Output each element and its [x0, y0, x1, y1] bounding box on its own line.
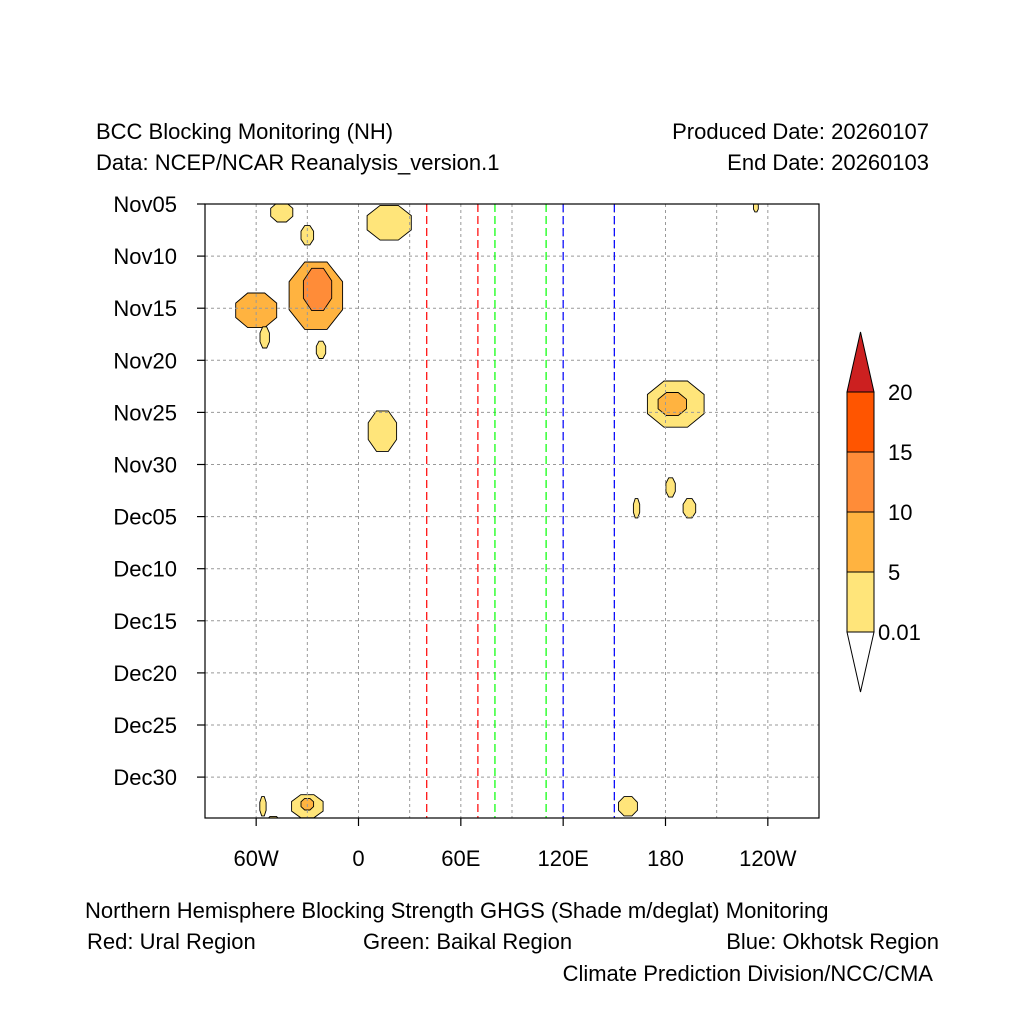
x-tick-label: 60W [234, 846, 279, 871]
x-tick-label: 120W [739, 846, 797, 871]
colorbar-label: 15 [888, 440, 912, 465]
blocking-event-12 [665, 477, 676, 498]
y-tick-label: Dec20 [113, 661, 177, 686]
blocking-event-8 [315, 340, 327, 359]
colorbar-label: 0.01 [878, 620, 921, 645]
y-tick-label: Nov05 [113, 192, 177, 217]
x-tick-label: 0 [352, 846, 364, 871]
y-tick-label: Nov20 [113, 348, 177, 373]
blocking-event-3 [366, 204, 412, 241]
blocking-event-14 [682, 498, 697, 519]
blocking-event-5 [302, 267, 333, 312]
blocking-event-1 [270, 204, 294, 223]
legend-red-region: Red: Ural Region [87, 929, 256, 954]
chart-title: BCC Blocking Monitoring (NH) [96, 119, 394, 144]
y-tick-label: Dec05 [113, 505, 177, 530]
colorbar-label: 20 [888, 380, 912, 405]
y-tick-label: Nov15 [113, 296, 177, 321]
blocking-event-19 [267, 815, 279, 818]
blocking-event-6 [235, 292, 278, 329]
colorbar-label: 10 [888, 500, 912, 525]
y-tick-label: Dec15 [113, 609, 177, 634]
footer-caption: Northern Hemisphere Blocking Strength GH… [85, 898, 829, 923]
y-tick-label: Nov25 [113, 400, 177, 425]
data-source: Data: NCEP/NCAR Reanalysis_version.1 [96, 150, 500, 175]
y-tick-label: Dec30 [113, 765, 177, 790]
credit: Climate Prediction Division/NCC/CMA [562, 961, 933, 986]
colorbar-upper-arrow [846, 331, 875, 393]
produced-date: Produced Date: 20260107 [672, 119, 929, 144]
colorbar-segment [846, 571, 875, 633]
legend-green-region: Green: Baikal Region [363, 929, 573, 954]
colorbar-segment [846, 511, 875, 573]
region-reference-lines [426, 204, 615, 818]
colorbar-lower-arrow [846, 631, 875, 693]
colorbar-segment [846, 391, 875, 453]
colorbar-segment [846, 451, 875, 513]
blocking-event-20 [618, 796, 638, 817]
blocking-event-16 [259, 796, 267, 817]
y-axis: Nov05 Nov10 Nov15 Nov20 Nov25 Nov30 Dec05 Dec10… [113, 192, 205, 790]
legend-blue-region: Blue: Okhotsk Region [726, 929, 939, 954]
colorbar-label: 5 [888, 560, 900, 585]
blocking-event-7 [259, 326, 270, 349]
blocking-shading [235, 204, 759, 818]
x-tick-label: 60E [441, 846, 480, 871]
blocking-event-13 [632, 498, 641, 519]
colorbar: 0.01 5 10 15 20 [846, 331, 921, 693]
y-tick-label: Dec10 [113, 557, 177, 582]
x-axis: 60W 0 60E 120E 180 120W [234, 818, 797, 871]
y-tick-label: Nov10 [113, 244, 177, 269]
y-tick-label: Nov30 [113, 453, 177, 478]
x-tick-label: 120E [537, 846, 588, 871]
end-date: End Date: 20260103 [727, 150, 929, 175]
plot-frame [204, 203, 820, 819]
blocking-event-9 [367, 410, 398, 452]
x-tick-label: 180 [647, 846, 684, 871]
y-tick-label: Dec25 [113, 713, 177, 738]
